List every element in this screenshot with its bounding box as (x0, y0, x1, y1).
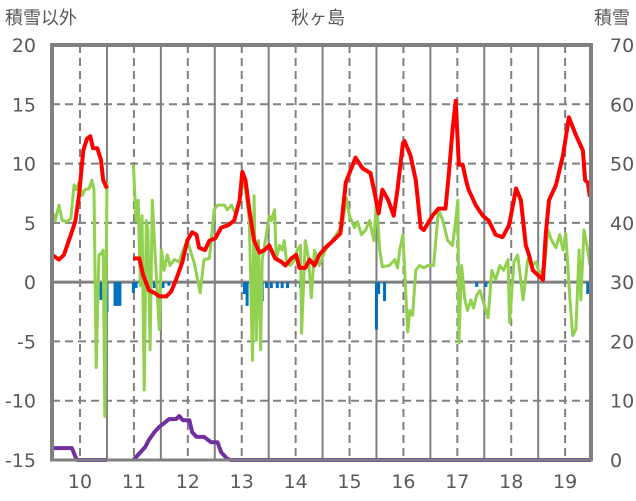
x-tick-label: 16 (391, 471, 415, 493)
blue-bar (475, 282, 479, 287)
blue-bar (242, 282, 246, 294)
blue-bar (280, 282, 284, 289)
green-series-line (50, 178, 109, 418)
blue-bar (118, 282, 122, 306)
blue-bar (152, 282, 156, 289)
y-right-tick-label: 40 (610, 213, 634, 235)
x-tick-label: 13 (230, 471, 254, 493)
blue-bar (275, 282, 279, 289)
y-left-tick-label: 5 (24, 213, 36, 235)
blue-bar (374, 282, 378, 330)
blue-bar (245, 282, 249, 306)
blue-bar (113, 282, 117, 306)
blue-bar (167, 282, 171, 286)
red-series-line (133, 98, 592, 299)
y-right-tick-label: 60 (610, 94, 634, 116)
blue-bar (99, 282, 103, 300)
purple-series-line (131, 414, 591, 462)
blue-bar (161, 282, 165, 289)
x-tick-label: 12 (176, 471, 200, 493)
y-left-tick-label: 20 (12, 35, 36, 57)
x-tick-label: 11 (122, 471, 146, 493)
blue-bar (115, 282, 119, 306)
plot-border (50, 43, 593, 460)
x-tick-label: 15 (337, 471, 361, 493)
x-tick-label: 17 (445, 471, 469, 493)
blue-bar (383, 282, 387, 302)
y-left-tick-label: 10 (12, 154, 36, 176)
y-right-tick-label: 20 (610, 331, 634, 353)
x-tick-label: 10 (68, 471, 92, 493)
blue-bar (286, 282, 290, 289)
x-tick-label: 18 (499, 471, 523, 493)
x-tick-label: 14 (284, 471, 308, 493)
y-left-tick-label: 0 (24, 272, 36, 294)
plot-frame (50, 43, 593, 462)
green-series-line (131, 164, 592, 392)
y-left-tick-label: 15 (12, 94, 36, 116)
y-left-tick-label: -10 (5, 391, 36, 413)
right-axis-title: 積雪 (594, 8, 630, 29)
y-right-tick-label: 10 (610, 391, 634, 413)
y-right-tick-label: 0 (610, 450, 622, 472)
tick-labels: 10 11 12 13 14 15 16 17 18 1920151050-5-10-157060… (5, 35, 634, 493)
blue-bar (484, 282, 488, 287)
blue-bar (269, 282, 273, 289)
red-series-line (50, 134, 109, 262)
y-right-tick-label: 70 (610, 35, 634, 57)
y-right-tick-label: 30 (610, 272, 634, 294)
blue-bar (586, 282, 590, 294)
blue-bar (265, 282, 269, 289)
series-lines (50, 98, 592, 462)
y-right-tick-label: 50 (610, 154, 634, 176)
blue-bar (131, 282, 135, 293)
y-left-tick-label: -5 (17, 331, 36, 353)
y-left-tick-label: -15 (5, 450, 36, 472)
blue-bar (377, 282, 381, 294)
blue-bar (134, 282, 138, 289)
x-tick-label: 19 (553, 471, 577, 493)
left-axis-title: 積雪以外 (5, 8, 77, 29)
chart-title: 秋ヶ島 (291, 8, 345, 29)
